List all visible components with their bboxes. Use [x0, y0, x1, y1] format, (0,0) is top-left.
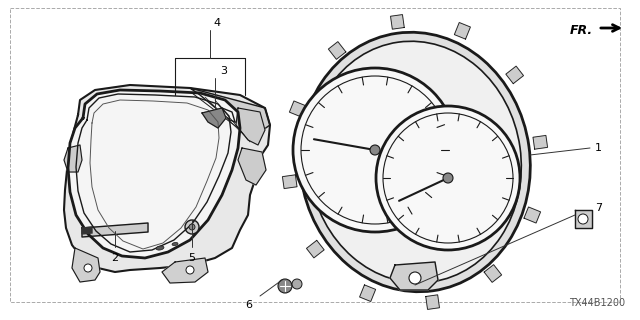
Circle shape — [293, 68, 457, 232]
Text: 2: 2 — [111, 253, 118, 263]
Polygon shape — [72, 248, 100, 282]
Circle shape — [443, 173, 453, 183]
Ellipse shape — [156, 246, 164, 250]
Polygon shape — [328, 42, 346, 59]
Circle shape — [186, 266, 194, 274]
Ellipse shape — [172, 243, 178, 245]
Circle shape — [370, 145, 380, 155]
Ellipse shape — [308, 41, 522, 283]
Polygon shape — [202, 108, 226, 128]
Polygon shape — [506, 66, 524, 84]
Polygon shape — [289, 101, 306, 117]
Polygon shape — [64, 145, 82, 172]
Polygon shape — [64, 85, 270, 272]
Polygon shape — [360, 285, 376, 301]
Polygon shape — [307, 240, 324, 258]
Polygon shape — [454, 22, 470, 39]
Polygon shape — [390, 15, 404, 29]
Circle shape — [84, 264, 92, 272]
Text: 1: 1 — [595, 143, 602, 153]
Circle shape — [409, 272, 421, 284]
Circle shape — [376, 106, 520, 250]
Text: 7: 7 — [595, 203, 602, 213]
Text: 3: 3 — [220, 66, 227, 76]
Polygon shape — [162, 258, 208, 283]
Text: 6: 6 — [245, 300, 252, 310]
Circle shape — [189, 224, 195, 230]
Polygon shape — [68, 90, 240, 258]
Polygon shape — [190, 88, 270, 132]
Ellipse shape — [300, 32, 531, 292]
Circle shape — [301, 76, 449, 224]
Text: FR.: FR. — [570, 23, 593, 36]
Polygon shape — [524, 207, 541, 223]
Text: TX44B1200: TX44B1200 — [569, 298, 625, 308]
Circle shape — [292, 279, 302, 289]
Polygon shape — [484, 265, 502, 282]
Polygon shape — [575, 210, 592, 228]
Circle shape — [278, 279, 292, 293]
Circle shape — [185, 220, 199, 234]
Polygon shape — [82, 223, 148, 237]
Polygon shape — [238, 148, 266, 185]
Text: 4: 4 — [213, 18, 220, 28]
Polygon shape — [82, 227, 92, 234]
Polygon shape — [533, 135, 548, 149]
Circle shape — [578, 214, 588, 224]
Polygon shape — [390, 262, 438, 290]
Polygon shape — [426, 295, 440, 309]
Polygon shape — [282, 175, 297, 188]
Text: 5: 5 — [189, 253, 195, 263]
Circle shape — [383, 113, 513, 243]
Polygon shape — [236, 108, 265, 145]
